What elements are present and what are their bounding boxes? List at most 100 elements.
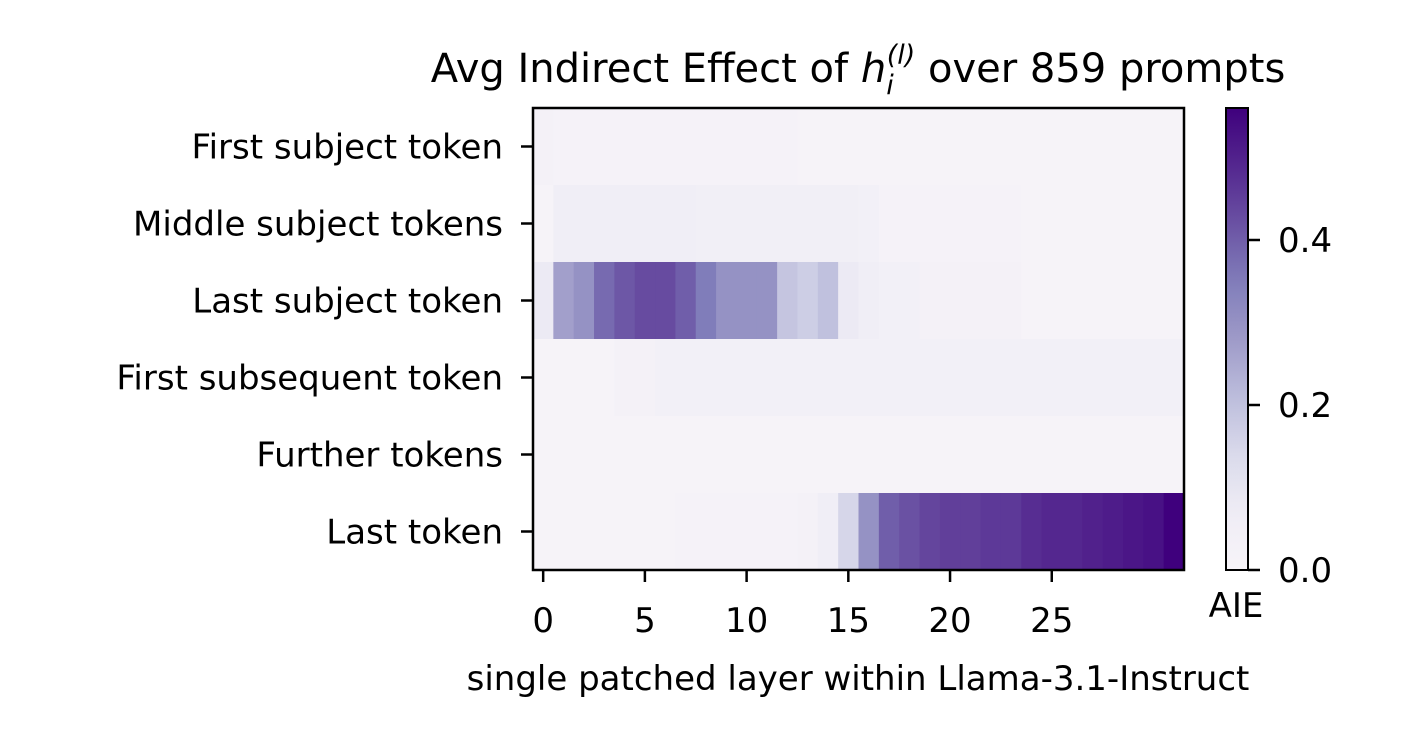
colorbar xyxy=(1225,107,1249,571)
heatmap-cell xyxy=(960,416,982,494)
heatmap-cell xyxy=(1000,108,1022,186)
heatmap-cell xyxy=(878,108,900,186)
heatmap-cell xyxy=(939,262,961,340)
heatmap-cell xyxy=(980,185,1002,263)
heatmap-cell xyxy=(797,416,819,494)
heatmap-cell xyxy=(858,108,880,186)
colorbar-tick-label: 0.2 xyxy=(1278,386,1332,426)
heatmap-cell xyxy=(1163,339,1185,417)
heatmap-cell xyxy=(695,262,717,340)
heatmap-cell xyxy=(919,185,941,263)
heatmap-cell xyxy=(634,262,656,340)
heatmap-cell xyxy=(1021,262,1043,340)
heatmap-cell xyxy=(553,185,575,263)
heatmap-cell xyxy=(838,108,860,186)
heatmap-cell xyxy=(1122,339,1144,417)
heatmap-cell xyxy=(736,339,758,417)
heatmap-cell xyxy=(980,493,1002,571)
heatmap-cell xyxy=(777,185,799,263)
heatmap-cell xyxy=(716,493,738,571)
heatmap-cell xyxy=(878,493,900,571)
heatmap-cell xyxy=(817,108,839,186)
heatmap-cell xyxy=(899,339,921,417)
heatmap-cell xyxy=(594,493,615,571)
heatmap-cell xyxy=(960,339,982,417)
heatmap-cell xyxy=(1163,185,1185,263)
heatmap-cell xyxy=(980,416,1002,494)
heatmap-cell xyxy=(960,262,982,340)
heatmap-cell xyxy=(756,339,778,417)
heatmap-cell xyxy=(756,493,778,571)
heatmap-cell xyxy=(1143,185,1165,263)
heatmap-cell xyxy=(594,185,615,263)
heatmap-cell xyxy=(858,493,880,571)
heatmap-cell xyxy=(939,108,961,186)
heatmap-cell xyxy=(675,493,697,571)
heatmap-cell xyxy=(1082,262,1104,340)
heatmap-cell xyxy=(736,416,758,494)
heatmap-cell xyxy=(573,185,595,263)
heatmap-cell xyxy=(655,416,677,494)
heatmap-cell xyxy=(1000,493,1022,571)
heatmap-cell xyxy=(716,416,738,494)
heatmap-cell xyxy=(736,262,758,340)
title-suffix: over 859 prompts xyxy=(915,46,1285,92)
heatmap-cell xyxy=(899,108,921,186)
heatmap-cell xyxy=(695,493,717,571)
heatmap-cell xyxy=(838,262,860,340)
y-tick-label: First subject token xyxy=(192,128,503,168)
heatmap-cell xyxy=(614,416,636,494)
heatmap-cell xyxy=(1021,339,1043,417)
heatmap-cell xyxy=(655,493,677,571)
heatmap-cell xyxy=(1041,108,1063,186)
heatmap-cell xyxy=(1000,416,1022,494)
heatmap-cell xyxy=(919,262,941,340)
heatmap-cell xyxy=(695,108,717,186)
heatmap-cell xyxy=(716,262,738,340)
heatmap-cell xyxy=(655,185,677,263)
heatmap-cell xyxy=(1041,262,1063,340)
heatmap-cell xyxy=(553,493,575,571)
heatmap-cell xyxy=(716,108,738,186)
heatmap-cell xyxy=(1082,339,1104,417)
heatmap-cell xyxy=(1143,339,1165,417)
x-axis: 0 5 10 15 20 25 xyxy=(532,570,1073,641)
heatmap-cell xyxy=(777,108,799,186)
heatmap-cell xyxy=(1000,339,1022,417)
heatmap-cell xyxy=(1102,416,1124,494)
x-tick-label: 5 xyxy=(634,601,656,641)
heatmap-cell xyxy=(736,493,758,571)
x-tick-label: 20 xyxy=(928,601,971,641)
heatmap-cell xyxy=(533,262,554,340)
heatmap-cell xyxy=(939,185,961,263)
heatmap-cell xyxy=(838,493,860,571)
heatmap-cell xyxy=(980,339,1002,417)
x-tick-label: 25 xyxy=(1030,601,1073,641)
x-axis-label: single patched layer within Llama-3.1-In… xyxy=(467,659,1250,699)
colorbar-label: AIE xyxy=(1209,586,1264,626)
heatmap-cell xyxy=(817,185,839,263)
heatmap-cell xyxy=(1041,493,1063,571)
plot-frame xyxy=(531,106,1186,572)
heatmap-cell xyxy=(1163,262,1185,340)
heatmap-cell xyxy=(858,262,880,340)
heatmap-cell xyxy=(919,416,941,494)
heatmap-cell xyxy=(980,262,1002,340)
heatmap-cell xyxy=(858,185,880,263)
heatmap-cell xyxy=(1082,108,1104,186)
heatmap-cell xyxy=(614,108,636,186)
heatmap-cell xyxy=(777,262,799,340)
title-subscript: i xyxy=(886,70,894,101)
heatmap-cell xyxy=(858,339,880,417)
heatmap-cell xyxy=(1143,108,1165,186)
heatmap-cell xyxy=(655,108,677,186)
heatmap-cell xyxy=(573,262,595,340)
heatmap-cell xyxy=(1122,262,1144,340)
heatmap-cell xyxy=(878,185,900,263)
heatmap-cell xyxy=(1102,185,1124,263)
heatmap-cell xyxy=(797,262,819,340)
y-tick-label: First subsequent token xyxy=(116,359,503,399)
heatmap-cell xyxy=(960,108,982,186)
heatmap-cell xyxy=(1041,339,1063,417)
